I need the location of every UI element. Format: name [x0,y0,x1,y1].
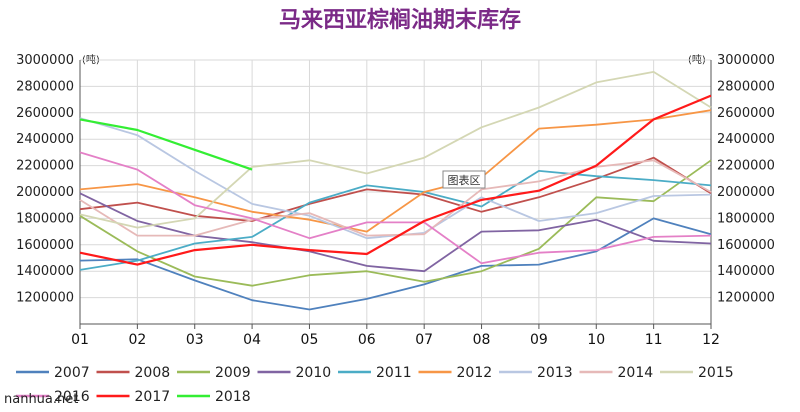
y-tick-label-right: 2800000 [717,79,775,94]
series-line-2018 [79,118,253,171]
legend-label-2007: 2007 [54,365,90,381]
legend: 2007 2008 2009 2010 2011 2012 2013 2014 2015 2016… [16,365,734,405]
x-tick-label: 02 [128,332,146,348]
series-line-2014 [79,159,712,237]
y-tick-label-right: 2600000 [717,106,775,121]
series-line-2015 [79,71,712,229]
y-tick-label-right: 2200000 [717,159,775,174]
x-tick-label: 07 [415,332,433,348]
x-tick-label: 01 [71,332,89,348]
y-tick-label-left: 1200000 [16,291,74,306]
legend-label-2018: 2018 [215,389,251,405]
y-tick-label-right: 2000000 [717,185,775,200]
legend-label-2015: 2015 [698,365,734,381]
series-line-2016 [79,151,712,265]
chart-area-tag: 图表区 [442,170,486,189]
x-tick-label: 05 [301,332,319,348]
axis-layer: 1200000 1200000 1400000 1400000 1600000 16000… [16,53,775,348]
y-tick-label-left: 3000000 [16,53,74,68]
x-tick-label: 08 [473,332,491,348]
legend-label-2010: 2010 [296,365,332,381]
x-tick-label: 10 [587,332,605,348]
y-tick-label-left: 1600000 [16,238,74,253]
x-tick-label: 11 [645,332,663,348]
y-tick-label-right: 1600000 [717,238,775,253]
series-line-2010 [79,192,712,273]
series-line-2012 [79,109,712,233]
y-tick-label-right: 1800000 [717,211,775,226]
legend-label-2009: 2009 [215,365,251,381]
y-tick-label-left: 2600000 [16,106,74,121]
legend-label-2013: 2013 [537,365,573,381]
x-tick-label: 06 [358,332,376,348]
y-tick-label-left: 1400000 [16,264,74,279]
x-tick-label: 04 [243,332,261,348]
series-layer [79,71,712,311]
legend-label-2011: 2011 [376,365,412,381]
y-tick-label-left: 2400000 [16,132,74,147]
x-tick-label: 03 [186,332,204,348]
legend-label-2017: 2017 [135,389,171,405]
watermark: nanhua.net [4,392,78,407]
legend-label-2012: 2012 [457,365,493,381]
x-tick-label: 12 [702,332,720,348]
legend-label-2008: 2008 [135,365,171,381]
series-line-2008 [79,156,712,222]
series-line-2017 [79,94,712,266]
legend-label-2016: 2016 [54,389,90,405]
chart-area-tag-box [442,170,486,189]
chart-area-tag-label: 图表区 [448,173,481,187]
series-line-2009 [79,159,712,287]
y-tick-label-left: 2800000 [16,79,74,94]
y-tick-label-left: 2200000 [16,159,74,174]
chart-title: 马来西亚棕榈油期末库存 [279,7,521,33]
legend-label-2014: 2014 [618,365,654,381]
y-tick-label-left: 1800000 [16,211,74,226]
series-line-2011 [79,169,712,271]
y-tick-label-right: 1200000 [717,291,775,306]
y-tick-label-left: 2000000 [16,185,74,200]
x-tick-label: 09 [530,332,548,348]
y-tick-label-right: 1400000 [717,264,775,279]
y-tick-label-right: 3000000 [717,53,775,68]
series-line-2007 [79,217,712,311]
y-tick-label-right: 2400000 [717,132,775,147]
